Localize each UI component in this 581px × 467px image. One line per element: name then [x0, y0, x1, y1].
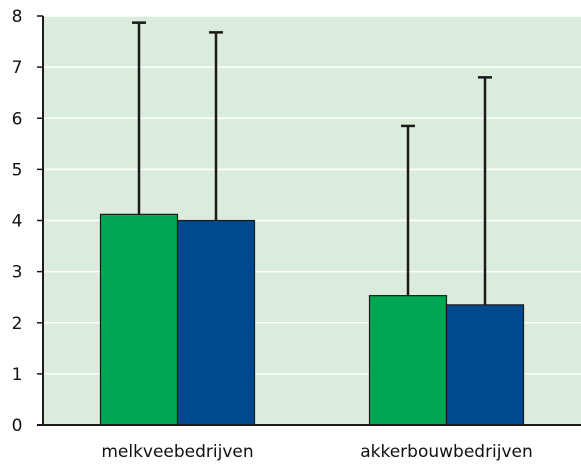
bars [99, 213, 525, 426]
bar [445, 304, 525, 426]
y-tick-label: 2 [12, 314, 23, 334]
bar [176, 219, 256, 426]
bar [368, 295, 448, 426]
y-tick-label: 0 [12, 416, 23, 436]
error-bars [132, 21, 492, 305]
axes [37, 15, 581, 426]
y-tick-label: 4 [12, 212, 23, 232]
y-tick-label: 6 [12, 109, 23, 129]
x-category-label: akkerbouwbedrijven [360, 442, 533, 462]
y-tick-label: 1 [12, 365, 23, 385]
y-tick-label: 7 [12, 58, 23, 78]
y-tick-label: 3 [12, 263, 23, 283]
y-tick-labels: 0 1 2 3 4 5 6 7 8 [12, 7, 23, 436]
y-tick-label: 5 [12, 160, 23, 180]
x-category-labels: melkveebedrijven akkerbouwbedrijven [101, 442, 532, 462]
x-category-label: melkveebedrijven [101, 442, 253, 462]
y-tick-label: 8 [12, 7, 23, 27]
bar [99, 213, 179, 426]
